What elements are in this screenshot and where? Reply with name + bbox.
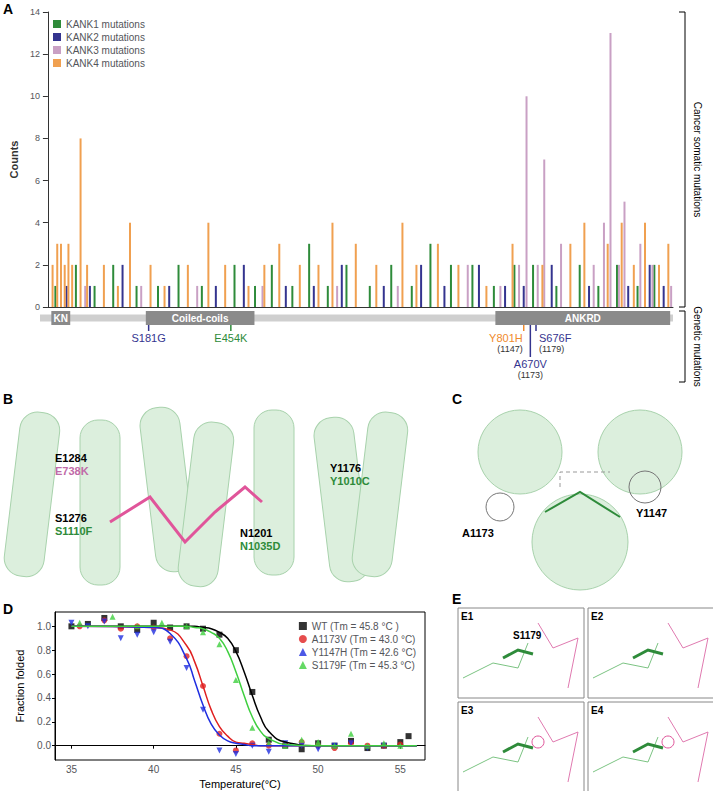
svg-text:0.0: 0.0 <box>37 740 51 751</box>
svg-text:Y801H: Y801H <box>489 332 523 344</box>
svg-text:A: A <box>3 1 13 17</box>
svg-text:S1110F: S1110F <box>55 525 93 537</box>
svg-text:45: 45 <box>230 764 242 775</box>
svg-text:E454K: E454K <box>214 332 248 344</box>
svg-text:Y1176: Y1176 <box>330 462 361 474</box>
svg-text:S181G: S181G <box>132 332 166 344</box>
svg-text:2: 2 <box>35 260 40 270</box>
svg-text:50: 50 <box>313 764 325 775</box>
svg-text:S1179: S1179 <box>513 630 542 641</box>
svg-text:KANK4 mutations: KANK4 mutations <box>66 58 145 69</box>
svg-text:ANKRD: ANKRD <box>565 313 601 324</box>
svg-text:E1284: E1284 <box>55 452 88 464</box>
svg-text:55: 55 <box>395 764 407 775</box>
svg-text:0.8: 0.8 <box>37 645 51 656</box>
svg-text:KANK1 mutations: KANK1 mutations <box>66 19 145 30</box>
svg-text:4: 4 <box>35 218 40 228</box>
svg-text:N1201: N1201 <box>240 527 272 539</box>
svg-text:A1173: A1173 <box>462 527 494 539</box>
svg-text:KANK2 mutations: KANK2 mutations <box>66 32 145 43</box>
svg-text:KN: KN <box>54 313 68 324</box>
svg-text:E3: E3 <box>461 705 474 716</box>
svg-text:0.4: 0.4 <box>37 692 51 703</box>
svg-text:B: B <box>3 391 13 407</box>
svg-text:E2: E2 <box>591 611 604 622</box>
svg-text:10: 10 <box>30 91 40 101</box>
svg-text:0.6: 0.6 <box>37 669 51 680</box>
svg-text:A1173V (Tm = 43.0 °C): A1173V (Tm = 43.0 °C) <box>312 634 416 645</box>
svg-text:S1276: S1276 <box>55 512 87 524</box>
svg-text:8: 8 <box>35 133 40 143</box>
svg-text:14: 14 <box>30 7 40 17</box>
svg-text:WT (Tm = 45.8 °C ): WT (Tm = 45.8 °C ) <box>312 621 399 632</box>
svg-text:E1: E1 <box>461 611 474 622</box>
svg-text:Coiled-coils: Coiled-coils <box>172 313 229 324</box>
svg-text:D: D <box>3 601 13 617</box>
svg-text:A670V: A670V <box>514 358 548 370</box>
svg-text:Temperature(°C): Temperature(°C) <box>199 778 280 790</box>
svg-text:Fraction folded: Fraction folded <box>14 650 26 723</box>
svg-text:(1173): (1173) <box>518 370 543 380</box>
svg-text:N1035D: N1035D <box>240 540 280 552</box>
svg-text:Y1147H (Tm = 42.6 °C): Y1147H (Tm = 42.6 °C) <box>312 647 416 658</box>
svg-text:Counts: Counts <box>8 141 20 179</box>
svg-text:40: 40 <box>148 764 160 775</box>
svg-text:0: 0 <box>35 302 40 312</box>
svg-text:E738K: E738K <box>55 465 89 477</box>
svg-text:Cancer somatic mutations: Cancer somatic mutations <box>692 102 703 218</box>
svg-text:E: E <box>452 591 461 607</box>
svg-text:Genetic mutations: Genetic mutations <box>692 306 703 387</box>
svg-text:E4: E4 <box>591 705 604 716</box>
svg-text:KANK3 mutations: KANK3 mutations <box>66 45 145 56</box>
svg-text:0.2: 0.2 <box>37 716 51 727</box>
svg-text:S1179F (Tm = 45.3 °C): S1179F (Tm = 45.3 °C) <box>312 660 415 671</box>
svg-text:C: C <box>452 391 462 407</box>
svg-text:12: 12 <box>30 49 40 59</box>
svg-text:S676F: S676F <box>539 332 572 344</box>
svg-text:(1147): (1147) <box>497 344 522 354</box>
svg-text:Y1010C: Y1010C <box>330 475 370 487</box>
svg-text:6: 6 <box>35 176 40 186</box>
svg-text:1.0: 1.0 <box>37 621 51 632</box>
svg-text:(1179): (1179) <box>539 344 564 354</box>
svg-text:35: 35 <box>66 764 78 775</box>
svg-text:Y1147: Y1147 <box>636 507 667 519</box>
